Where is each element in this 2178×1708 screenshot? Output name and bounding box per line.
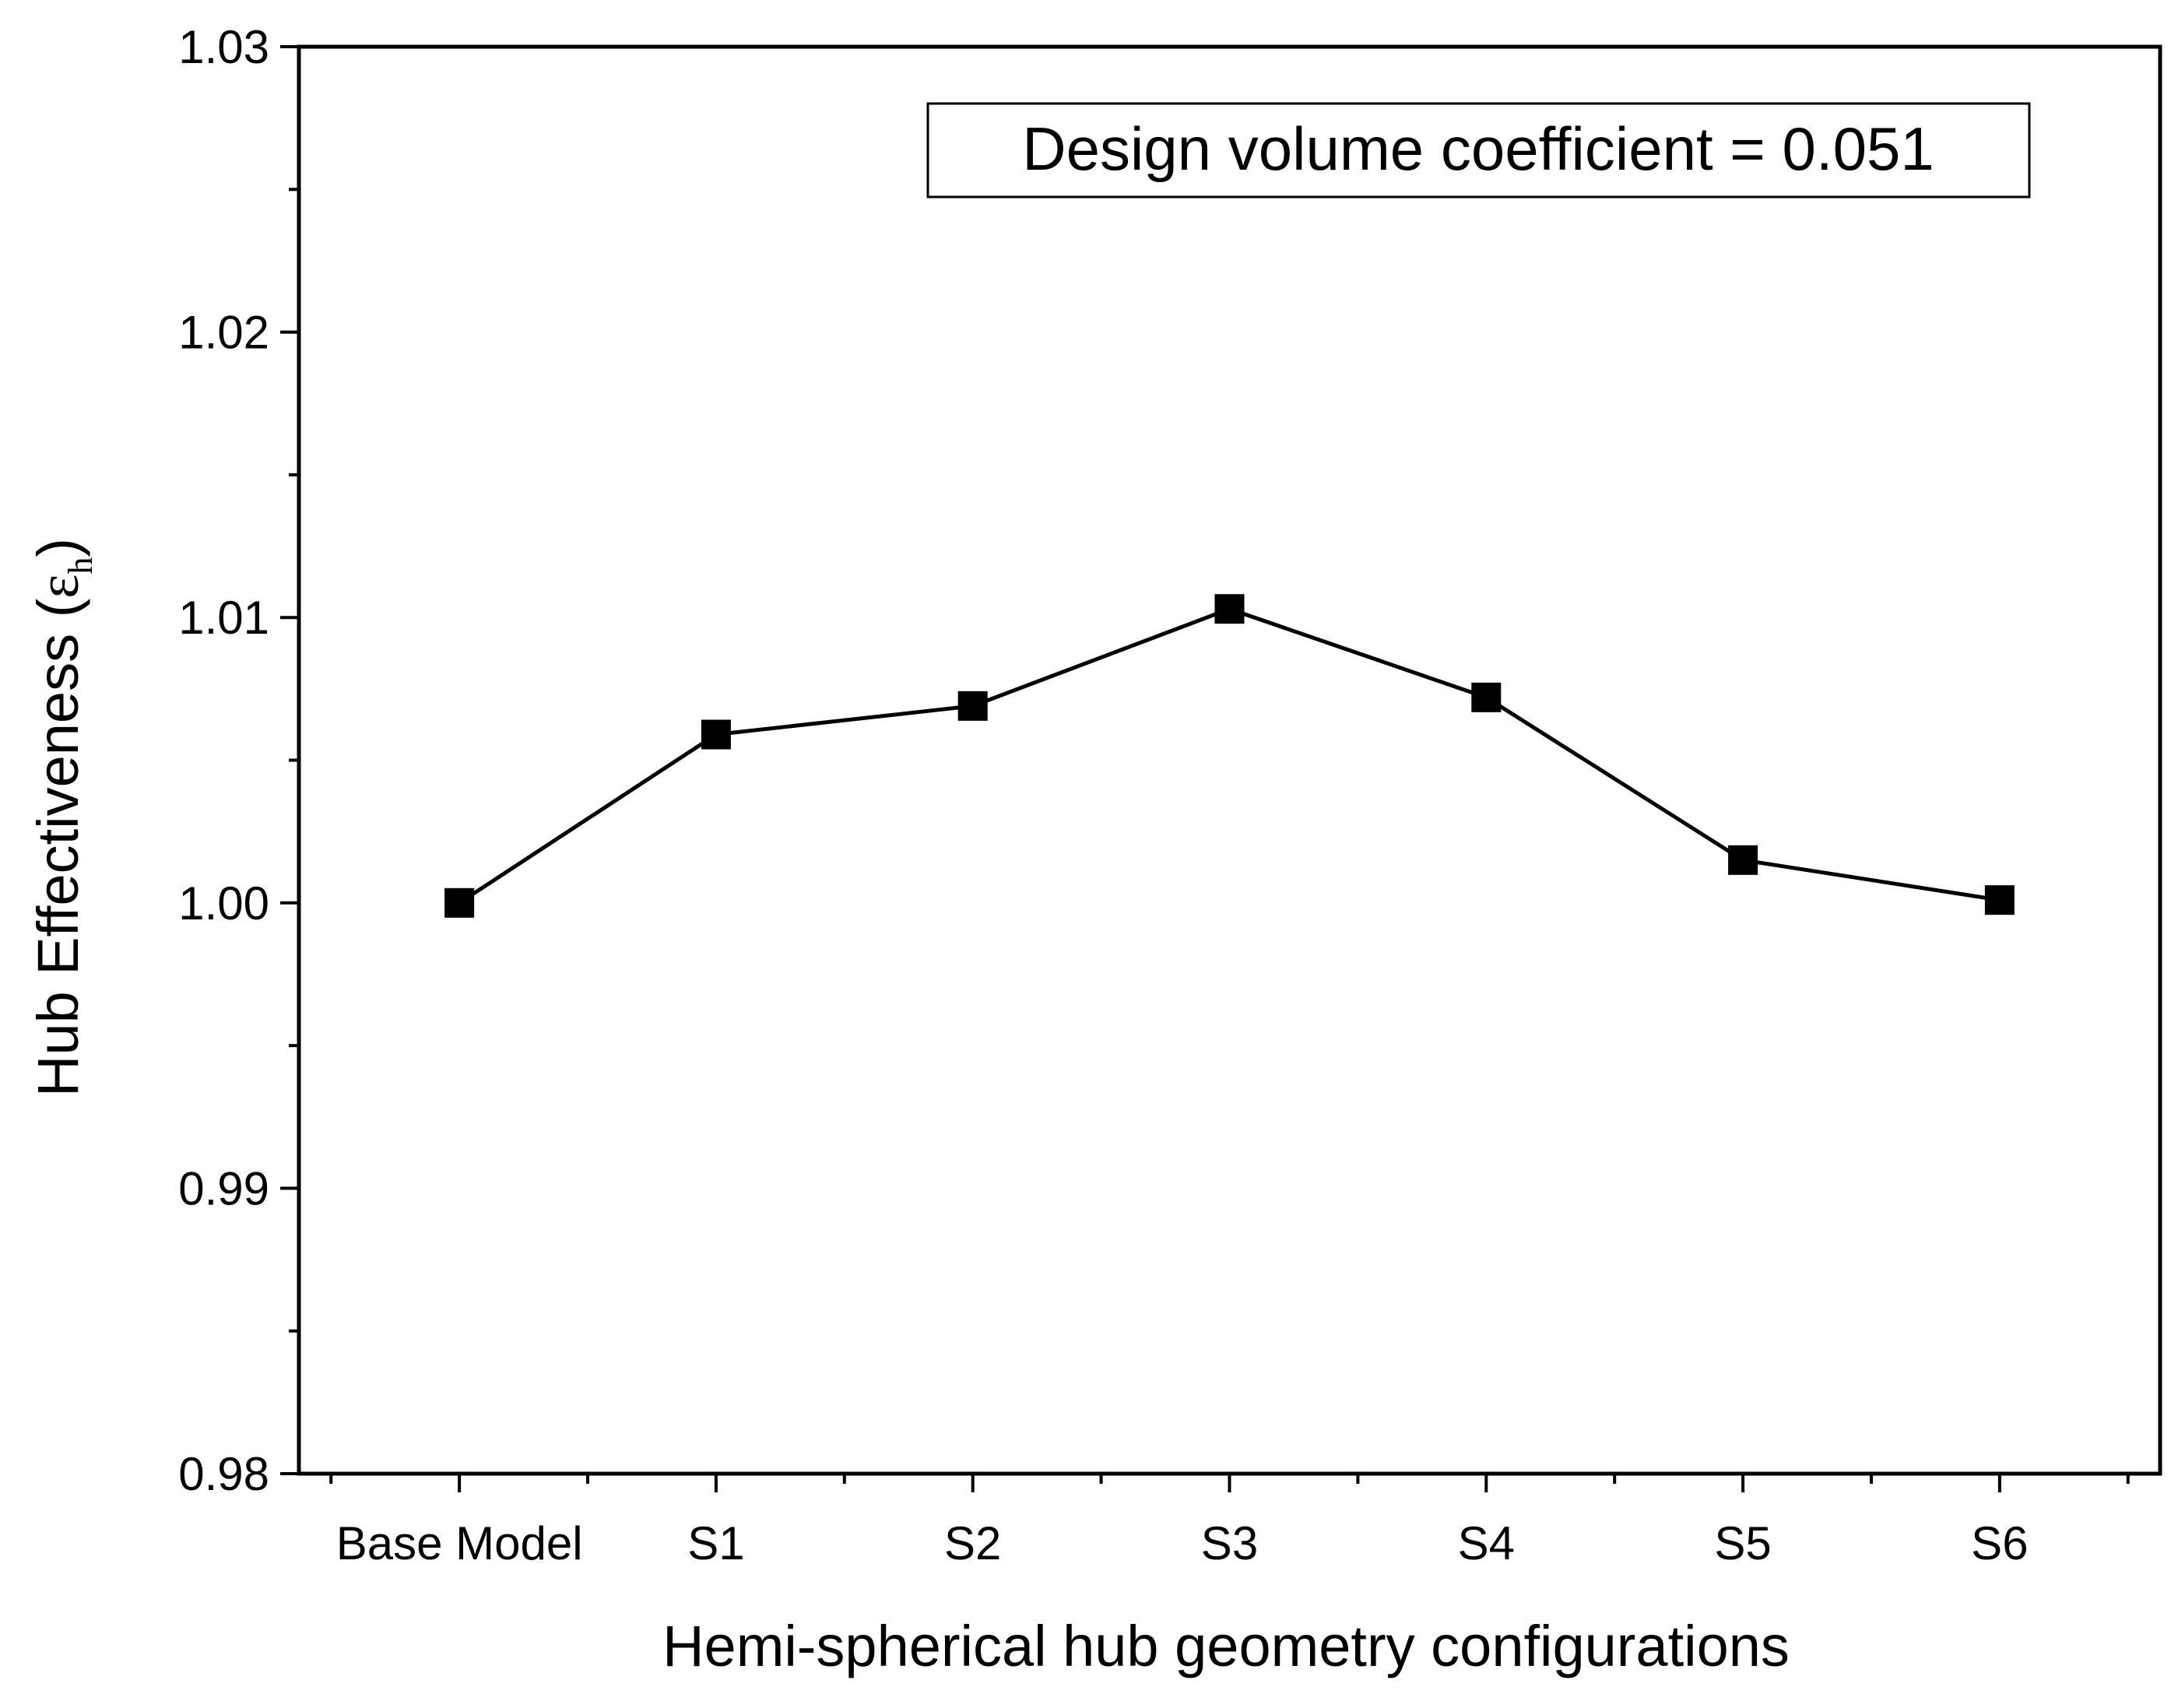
y-tick-label: 1.03 xyxy=(178,21,269,73)
plot-frame xyxy=(297,44,2162,1476)
x-tick-label: S2 xyxy=(944,1517,1001,1569)
x-tick-label: Base Model xyxy=(336,1517,583,1569)
y-tick-label: 0.98 xyxy=(178,1448,269,1500)
data-point xyxy=(957,691,988,721)
series-line xyxy=(458,606,2001,905)
data-point xyxy=(1984,885,2015,916)
x-axis-title: Hemi-spherical hub geometry configuratio… xyxy=(662,1614,1790,1678)
axes xyxy=(297,44,2162,1476)
data-point xyxy=(701,719,731,750)
data-point xyxy=(1214,594,1245,624)
annotation-text: Design volume coefficient = 0.051 xyxy=(1022,114,1934,183)
y-axis-title-subscript: h xyxy=(61,557,100,575)
y-axis-title-symbol: ε xyxy=(27,575,91,599)
y-tick-label: 1.00 xyxy=(178,877,269,930)
y-axis-title-main: Hub Effectiveness ( xyxy=(26,598,90,1097)
x-tick-label: S3 xyxy=(1201,1517,1258,1569)
y-axis-title: Hub Effectiveness (εh) xyxy=(26,538,100,1097)
data-point xyxy=(1728,845,1758,875)
ticks: 0.98 0.99 1.00 1.01 1.02 1.03 Base Model S1 S2 S3… xyxy=(178,21,2130,1569)
x-tick-label: S6 xyxy=(1971,1517,2028,1569)
data-series xyxy=(444,594,2015,918)
data-point xyxy=(1471,682,1502,712)
y-axis-title-close: ) xyxy=(26,538,90,557)
y-tick-label: 1.01 xyxy=(178,592,269,644)
x-tick-label: S1 xyxy=(687,1517,744,1569)
y-tick-label: 0.99 xyxy=(178,1162,269,1214)
x-tick-label: S4 xyxy=(1458,1517,1515,1569)
x-tick-label: S5 xyxy=(1714,1517,1771,1569)
y-tick-label: 1.02 xyxy=(178,307,269,359)
annotation-box xyxy=(926,102,2031,199)
data-point xyxy=(444,887,475,918)
